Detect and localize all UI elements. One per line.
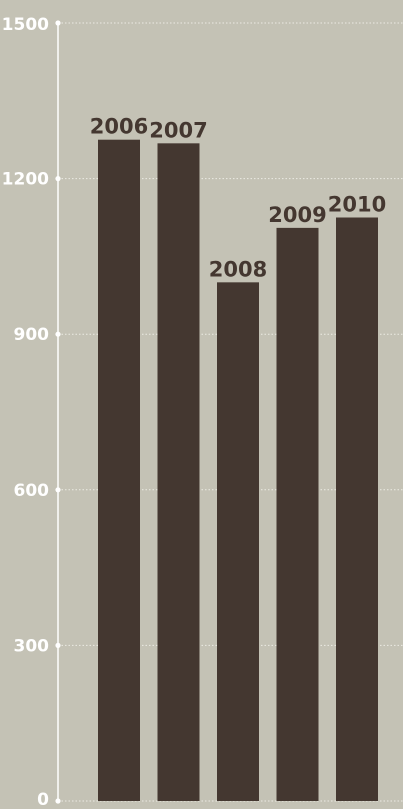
y-tick-dot-1200	[55, 176, 61, 182]
y-axis-ticks: 0 300 600 900 1200 1500	[2, 15, 61, 809]
y-tick-dot-300	[55, 642, 61, 649]
y-tick-label-1500: 1500	[2, 15, 49, 35]
bar-labels: 2006 2007 2008 2009 2010	[90, 115, 386, 282]
bar-label-2006: 2006	[90, 115, 148, 139]
bar-label-2009: 2009	[268, 203, 326, 227]
y-tick-dot-0	[55, 798, 61, 804]
y-tick-label-300: 300	[14, 636, 50, 656]
y-tick-label-1200: 1200	[2, 170, 49, 190]
bar-label-2007: 2007	[149, 118, 207, 142]
bar-label-2008: 2008	[209, 257, 267, 281]
bar-2009	[276, 227, 319, 801]
y-tick-label-900: 900	[14, 325, 50, 345]
y-tick-dot-900	[55, 331, 61, 337]
y-tick-label-0: 0	[37, 790, 49, 809]
y-tick-label-600: 600	[14, 481, 50, 501]
bar-2010	[336, 217, 378, 801]
bar-2006	[98, 139, 140, 801]
bar-2008	[217, 282, 259, 801]
bars	[98, 139, 378, 801]
bar-label-2010: 2010	[328, 193, 386, 217]
y-tick-dot-600	[55, 487, 61, 493]
bar-2007	[157, 143, 200, 801]
y-tick-dot-1500	[55, 20, 61, 26]
